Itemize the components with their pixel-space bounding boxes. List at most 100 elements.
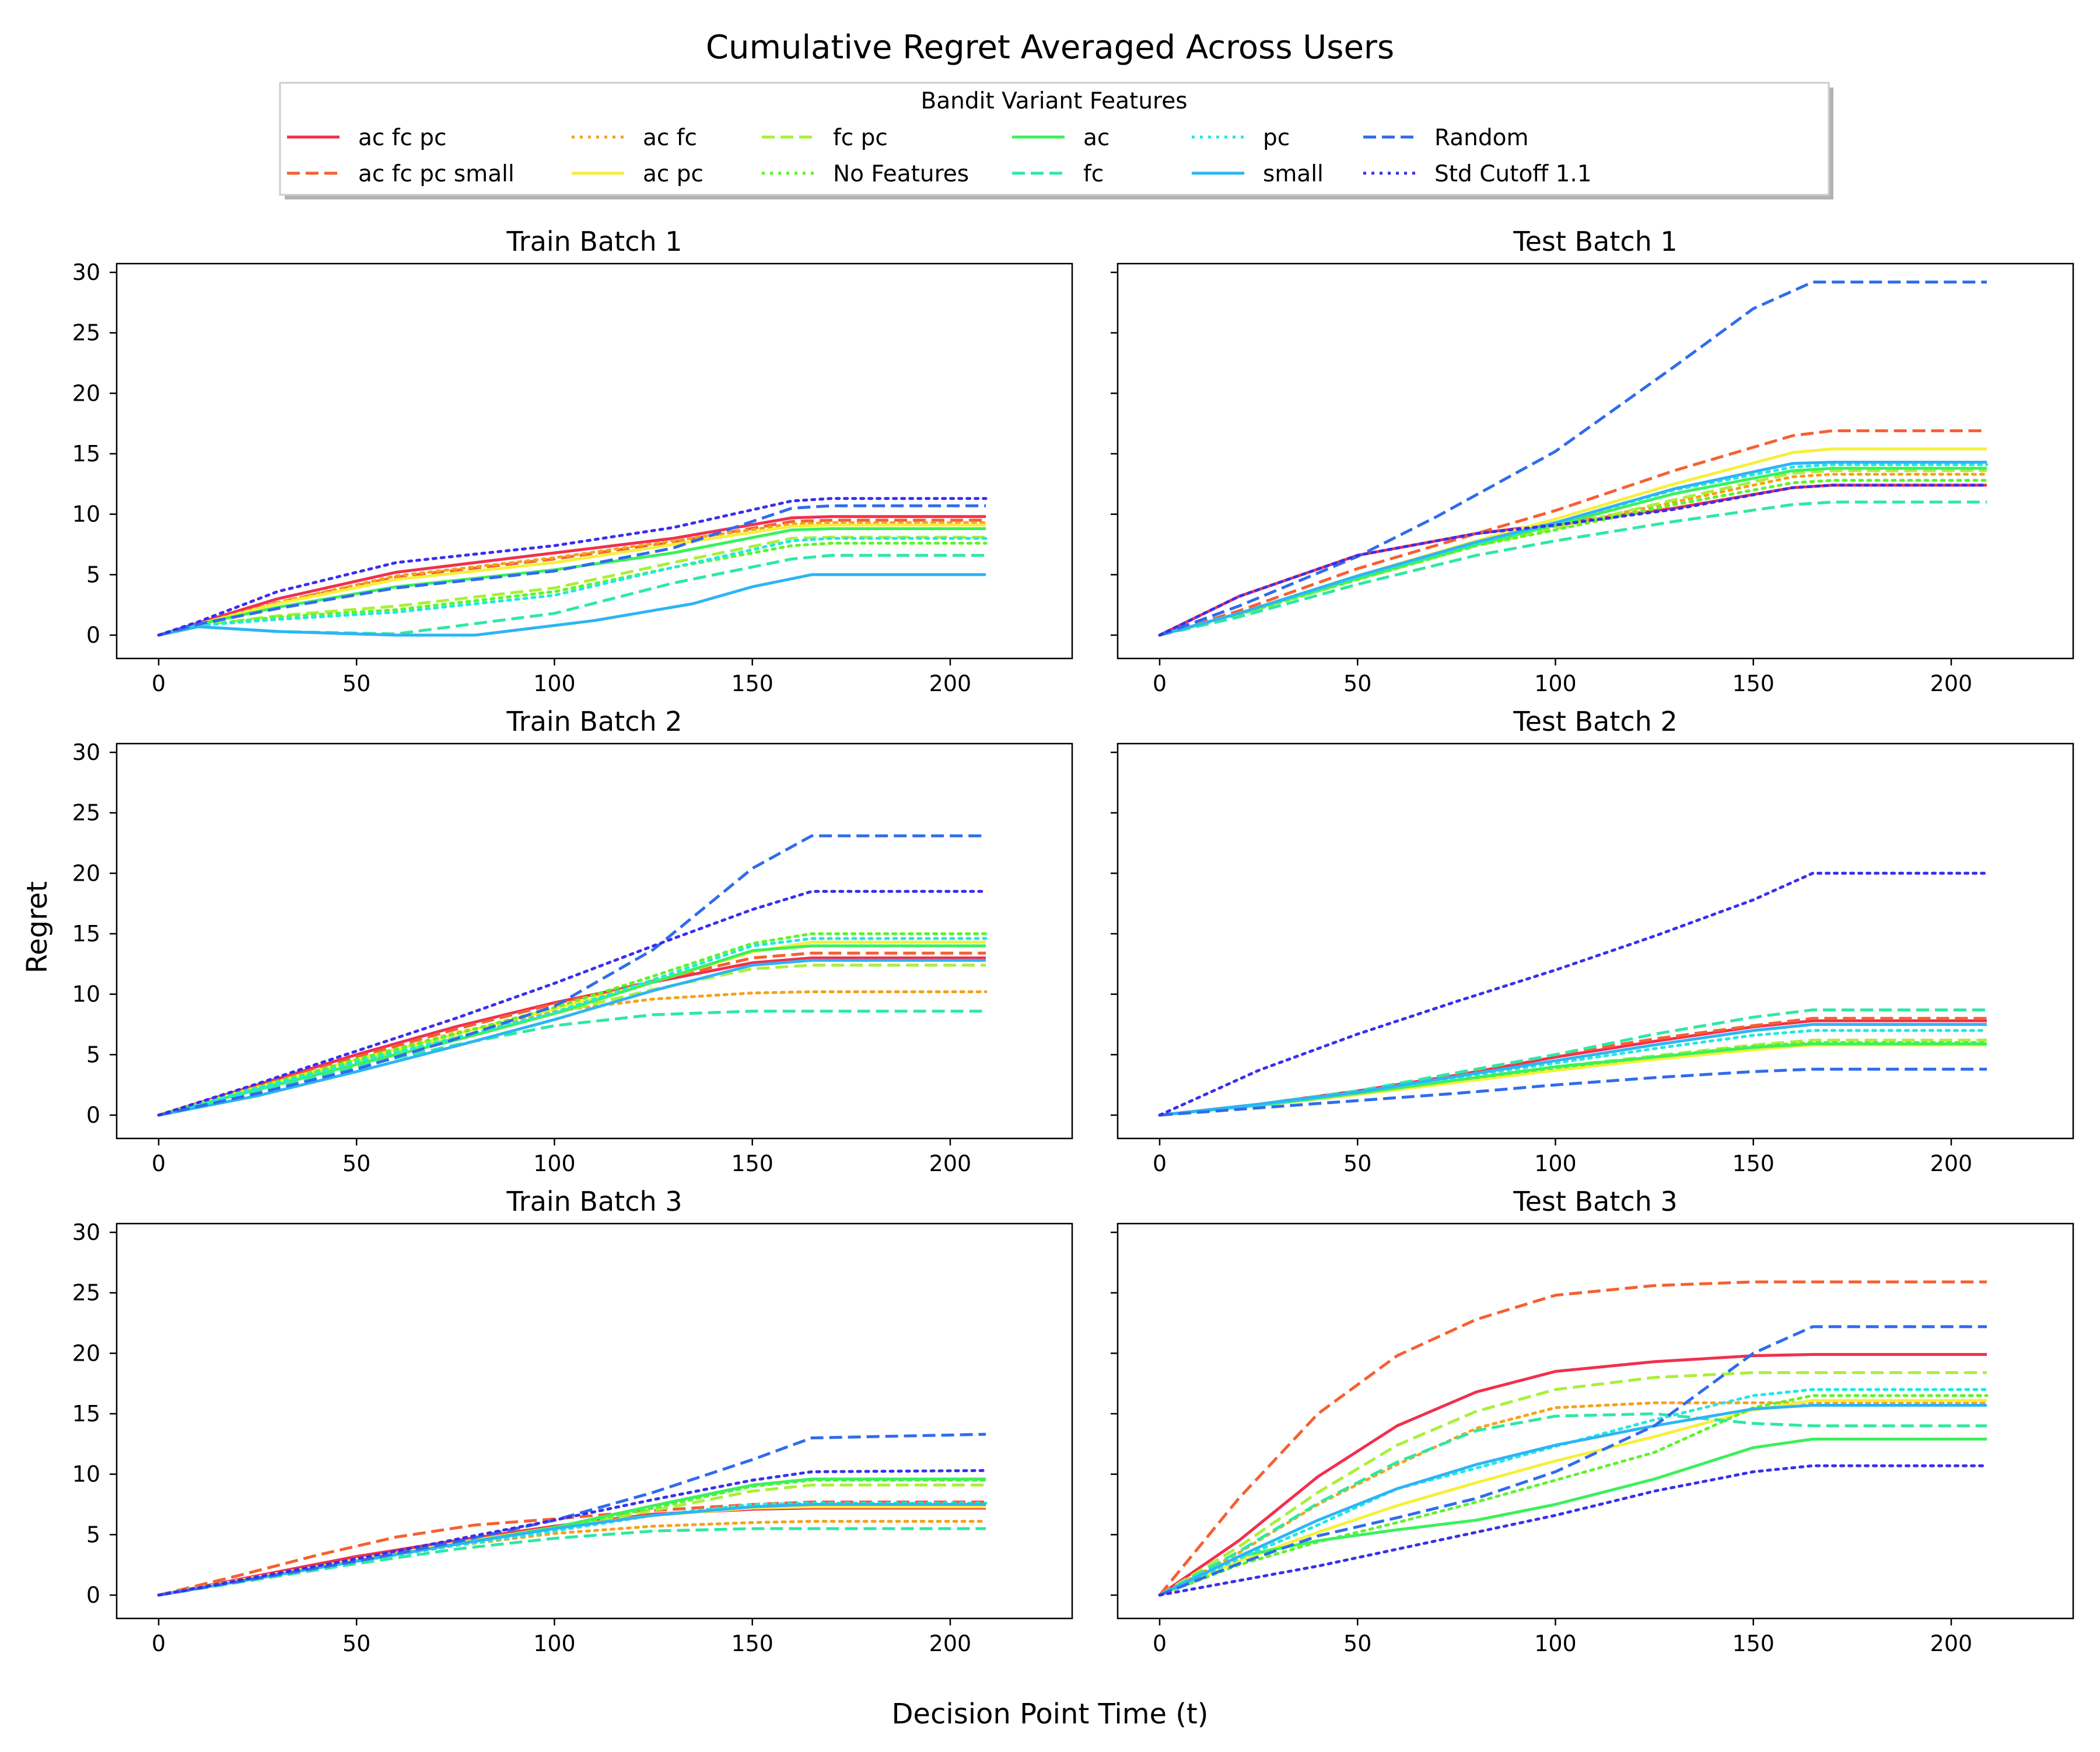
y-tick-label: 10 <box>72 1462 100 1487</box>
panel-train-batch-3: Train Batch 3 0 50 100 150 200 0 5 10 15 20 25 30 <box>72 1186 1073 1656</box>
series-line-ac-fc-pc-small <box>1158 1280 1987 1596</box>
y-tick-label: 5 <box>86 1042 100 1067</box>
x-tick-label: 150 <box>731 671 774 696</box>
y-tick-label: 10 <box>72 982 100 1007</box>
x-tick-label: 200 <box>929 1631 972 1656</box>
panel-test-batch-2: Test Batch 2 0 50 100 150 200 <box>1111 706 2074 1176</box>
series-line-fc <box>158 1010 986 1117</box>
series-lines <box>157 497 988 637</box>
x-tick-label: 150 <box>1732 1631 1774 1656</box>
legend-item-pc: pc <box>1192 125 1290 151</box>
legend-item-ac-fc-pc: ac fc pc <box>287 125 447 151</box>
x-tick-label: 50 <box>1343 1631 1371 1656</box>
legend-label: ac fc pc <box>358 125 447 151</box>
y-tick-label: 30 <box>72 260 100 285</box>
series-line-small <box>1159 461 1987 637</box>
series-line-fc-pc <box>158 963 986 1117</box>
series-line-no-features <box>157 932 988 1117</box>
x-tick-label: 100 <box>533 1631 576 1656</box>
legend-item-std-cutoff-1-1: Std Cutoff 1.1 <box>1363 161 1592 187</box>
legend-label: ac fc <box>643 125 697 151</box>
panel-test-batch-3: Test Batch 3 0 50 100 150 200 <box>1111 1186 2074 1656</box>
x-tick-label: 200 <box>1930 671 1973 696</box>
series-lines <box>1158 1280 1989 1597</box>
panel-frame <box>1116 1222 2074 1620</box>
series-line-ac-fc-pc-small <box>158 951 986 1117</box>
series-line-random <box>158 504 986 637</box>
series-lines <box>157 834 988 1117</box>
x-tick-label: 150 <box>1732 1151 1774 1176</box>
legend-label: No Features <box>833 161 969 187</box>
y-tick-label: 0 <box>86 1582 100 1608</box>
legend-item-ac-fc: ac fc <box>572 125 697 151</box>
series-line-pc <box>157 937 988 1117</box>
series-line-std-cutoff-1-1 <box>1158 483 1989 637</box>
series-line-ac-fc-pc-small <box>158 1500 986 1597</box>
series-line-ac-fc-pc <box>1158 1352 1987 1597</box>
x-tick-label: 50 <box>1343 1151 1371 1176</box>
series-line-fc-pc <box>1159 469 1987 637</box>
series-line-pc <box>157 537 988 637</box>
series-line-random <box>1159 1067 1987 1117</box>
x-tick-label: 100 <box>1534 671 1577 696</box>
x-tick-label: 0 <box>1153 1151 1167 1176</box>
x-tick-label: 50 <box>1343 671 1371 696</box>
series-line-ac-pc <box>1159 447 1987 637</box>
series-line-ac-fc-pc <box>158 956 986 1117</box>
series-line-ac-fc-pc <box>158 515 986 637</box>
panel-frame <box>116 742 1073 1140</box>
panel-title: Test Batch 1 <box>1513 226 1677 257</box>
legend-label: ac fc pc small <box>358 161 514 187</box>
series-lines <box>157 1432 988 1597</box>
x-tick-label: 100 <box>533 1151 576 1176</box>
legend: Bandit Variant Features ac fc pc ac fc pc… <box>279 82 1833 199</box>
legend-label: fc <box>1083 161 1104 187</box>
panel-frame <box>1116 742 2074 1140</box>
panel-title: Test Batch 3 <box>1513 1186 1677 1217</box>
y-tick-label: 30 <box>72 740 100 765</box>
legend-label: ac <box>1083 125 1110 151</box>
y-tick-label: 0 <box>86 1102 100 1128</box>
series-line-std-cutoff-1-1 <box>1158 1464 1989 1597</box>
x-tick-label: 200 <box>1930 1151 1973 1176</box>
figure-xlabel: Decision Point Time (t) <box>891 1698 1208 1730</box>
panel-test-batch-1: Test Batch 1 0 50 100 150 200 <box>1111 226 2074 696</box>
legend-label: ac pc <box>643 161 704 187</box>
series-line-std-cutoff-1-1 <box>157 889 988 1117</box>
panel-title: Train Batch 2 <box>506 706 682 737</box>
y-tick-label: 15 <box>72 1401 100 1427</box>
panel-title: Train Batch 3 <box>506 1186 682 1217</box>
x-tick-label: 200 <box>929 671 972 696</box>
series-line-small <box>158 959 986 1117</box>
y-tick-label: 30 <box>72 1220 100 1245</box>
x-tick-label: 0 <box>1153 1631 1167 1656</box>
series-line-ac-fc-pc <box>158 1506 986 1597</box>
y-tick-label: 25 <box>72 800 100 826</box>
panel-title: Test Batch 2 <box>1513 706 1677 737</box>
x-tick-label: 0 <box>152 671 166 696</box>
series-line-std-cutoff-1-1 <box>1158 871 1989 1117</box>
panels: Train Batch 10 50 100 150 200051015202530Tes… <box>72 226 2074 1656</box>
y-tick-label: 20 <box>72 860 100 886</box>
legend-item-small: small <box>1192 161 1324 187</box>
series-line-ac-fc <box>1158 472 1989 637</box>
x-tick-label: 150 <box>731 1151 774 1176</box>
series-line-ac-fc <box>157 1520 988 1597</box>
legend-item-ac-fc-pc-small: ac fc pc small <box>287 161 514 187</box>
series-line-small <box>1159 1023 1987 1117</box>
panel-title: Train Batch 1 <box>506 226 682 257</box>
y-tick-label: 20 <box>72 380 100 406</box>
series-line-fc <box>1159 500 1987 637</box>
series-line-ac-pc <box>1159 1399 1987 1597</box>
series-line-fc <box>1158 1412 1987 1597</box>
series-lines <box>1158 281 1989 637</box>
series-line-small <box>158 573 986 637</box>
y-tick-label: 15 <box>72 921 100 947</box>
series-line-pc <box>1158 1388 1989 1597</box>
y-tick-label: 5 <box>86 562 100 587</box>
series-line-random <box>1159 281 1987 637</box>
x-tick-label: 50 <box>342 1631 370 1656</box>
series-line-no-features <box>1158 1394 1989 1597</box>
